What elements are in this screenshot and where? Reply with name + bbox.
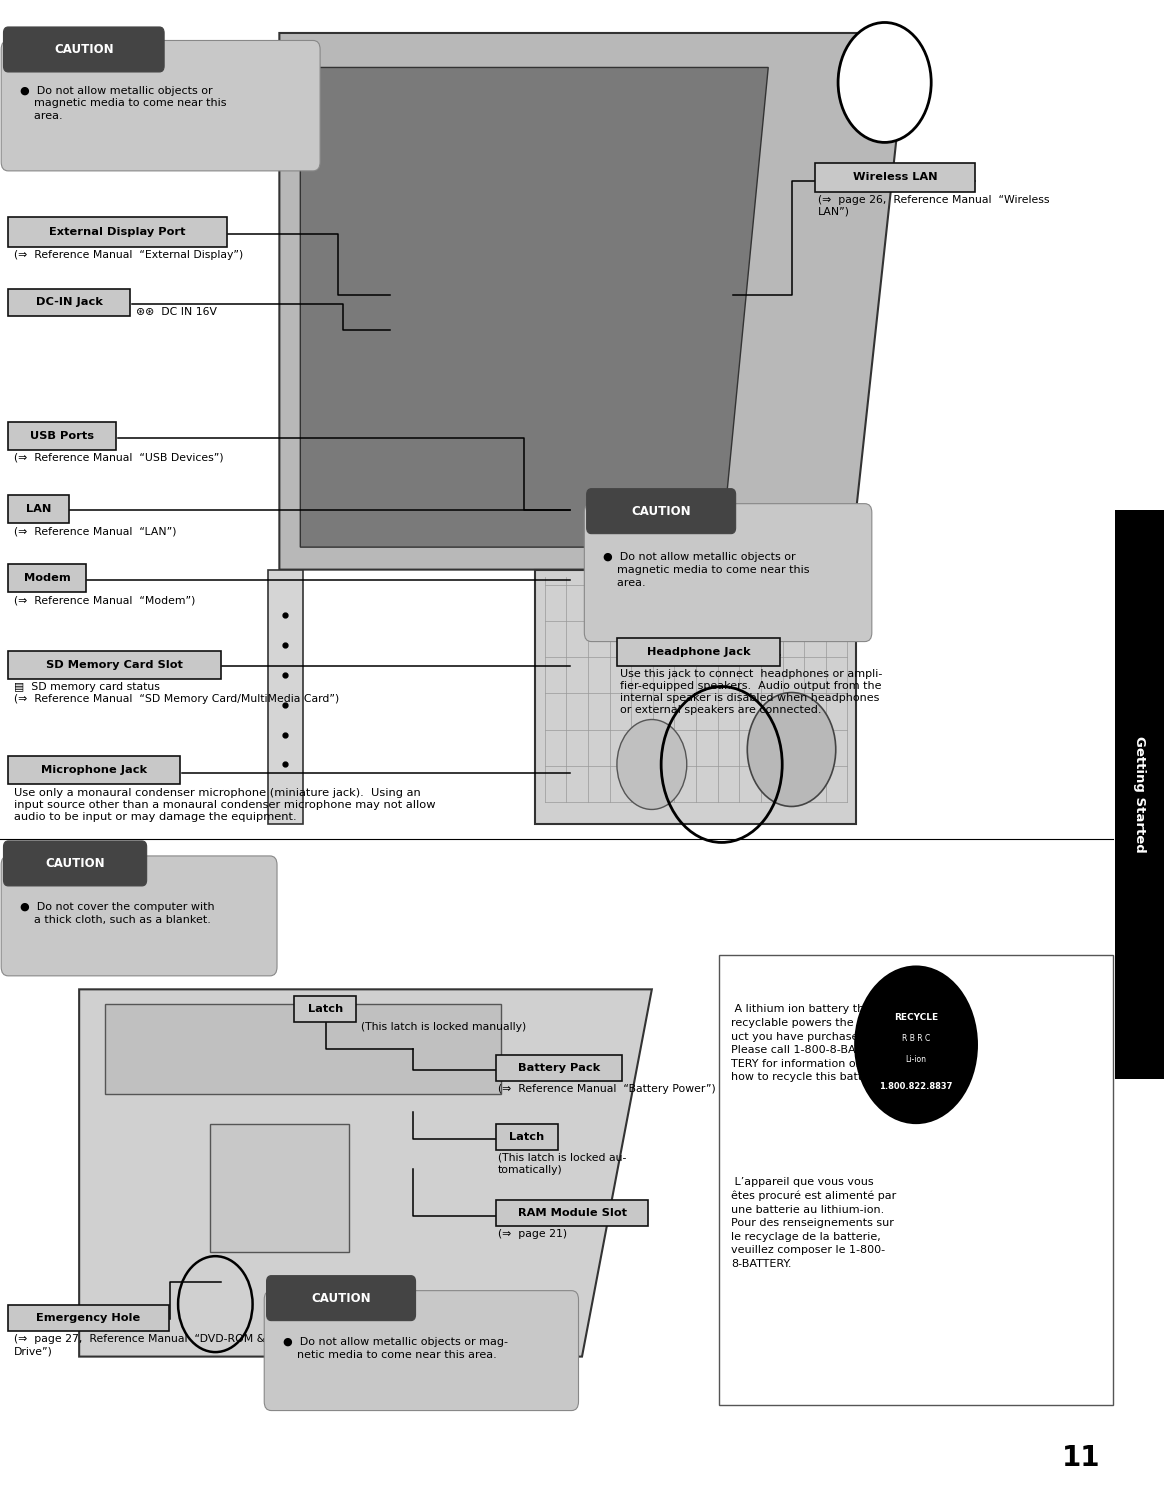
- Polygon shape: [300, 67, 768, 547]
- Text: R B R C: R B R C: [902, 1034, 930, 1043]
- FancyBboxPatch shape: [8, 1304, 169, 1331]
- FancyBboxPatch shape: [8, 757, 180, 784]
- Text: CAUTION: CAUTION: [54, 43, 114, 55]
- Text: Drive”): Drive”): [14, 1346, 52, 1357]
- Text: (This latch is locked au-: (This latch is locked au-: [498, 1153, 626, 1163]
- Polygon shape: [79, 989, 652, 1357]
- FancyBboxPatch shape: [105, 1004, 501, 1094]
- FancyBboxPatch shape: [8, 495, 69, 523]
- Text: Getting Started: Getting Started: [1133, 736, 1147, 853]
- FancyBboxPatch shape: [3, 841, 147, 886]
- Text: input source other than a monaural condenser microphone may not allow: input source other than a monaural conde…: [14, 800, 435, 811]
- Text: (⇒  Reference Manual  “LAN”): (⇒ Reference Manual “LAN”): [14, 526, 177, 537]
- Text: ●  Do not allow metallic objects or
    magnetic media to come near this
    are: ● Do not allow metallic objects or magne…: [603, 553, 809, 588]
- FancyBboxPatch shape: [294, 995, 356, 1022]
- Text: tomatically): tomatically): [498, 1165, 563, 1175]
- Text: ⊛⊛  DC IN 16V: ⊛⊛ DC IN 16V: [136, 307, 218, 318]
- Polygon shape: [279, 33, 908, 570]
- Text: Headphone Jack: Headphone Jack: [646, 646, 751, 657]
- FancyBboxPatch shape: [617, 639, 780, 666]
- Circle shape: [747, 693, 836, 806]
- Text: CAUTION: CAUTION: [45, 857, 105, 869]
- Polygon shape: [535, 570, 856, 824]
- Text: DC-IN Jack: DC-IN Jack: [36, 297, 102, 307]
- FancyBboxPatch shape: [8, 652, 221, 679]
- FancyBboxPatch shape: [1, 856, 277, 976]
- Text: L’appareil que vous vous
êtes procuré est alimenté par
une batterie au lithium-i: L’appareil que vous vous êtes procuré es…: [731, 1177, 896, 1270]
- Text: (This latch is locked manually): (This latch is locked manually): [361, 1022, 526, 1033]
- Text: Wireless LAN: Wireless LAN: [853, 172, 937, 183]
- Text: LAN: LAN: [26, 504, 51, 514]
- Text: Modem: Modem: [23, 573, 71, 583]
- FancyBboxPatch shape: [719, 955, 1113, 1405]
- Text: RECYCLE: RECYCLE: [894, 1013, 938, 1022]
- Text: ▤  SD memory card status: ▤ SD memory card status: [14, 682, 159, 693]
- Text: Use only a monaural condenser microphone (miniature jack).  Using an: Use only a monaural condenser microphone…: [14, 788, 420, 799]
- FancyBboxPatch shape: [268, 570, 303, 824]
- FancyBboxPatch shape: [1, 40, 320, 171]
- Text: ●  Do not cover the computer with
    a thick cloth, such as a blanket.: ● Do not cover the computer with a thick…: [20, 902, 214, 925]
- FancyBboxPatch shape: [210, 1124, 349, 1252]
- Text: A lithium ion battery that is
recyclable powers the prod-
uct you have purchased: A lithium ion battery that is recyclable…: [731, 1004, 888, 1082]
- Text: Li-ion: Li-ion: [906, 1055, 927, 1064]
- Text: audio to be input or may damage the equipment.: audio to be input or may damage the equi…: [14, 812, 297, 823]
- Text: Battery Pack: Battery Pack: [518, 1063, 599, 1073]
- Text: ●  Do not allow metallic objects or
    magnetic media to come near this
    are: ● Do not allow metallic objects or magne…: [20, 85, 226, 121]
- FancyBboxPatch shape: [496, 1199, 648, 1226]
- Circle shape: [856, 967, 977, 1123]
- Text: CAUTION: CAUTION: [631, 505, 691, 517]
- FancyBboxPatch shape: [264, 1291, 579, 1411]
- Circle shape: [617, 720, 687, 809]
- Text: (⇒  page 21): (⇒ page 21): [498, 1229, 567, 1240]
- Text: internal speaker is disabled when headphones: internal speaker is disabled when headph…: [620, 693, 880, 703]
- FancyBboxPatch shape: [3, 27, 164, 72]
- FancyBboxPatch shape: [587, 489, 736, 534]
- Text: (⇒  Reference Manual  “Battery Power”): (⇒ Reference Manual “Battery Power”): [498, 1084, 716, 1094]
- Text: 11: 11: [1062, 1444, 1100, 1472]
- FancyBboxPatch shape: [496, 1055, 622, 1081]
- FancyBboxPatch shape: [584, 504, 872, 642]
- Text: (⇒  Reference Manual  “SD Memory Card/MultiMedia Card”): (⇒ Reference Manual “SD Memory Card/Mult…: [14, 694, 339, 705]
- Text: (⇒  Reference Manual  “Modem”): (⇒ Reference Manual “Modem”): [14, 595, 196, 606]
- Text: (⇒  page 26,  Reference Manual  “Wireless: (⇒ page 26, Reference Manual “Wireless: [818, 195, 1050, 205]
- Text: ●  Do not allow metallic objects or mag-
    netic media to come near this area.: ● Do not allow metallic objects or mag- …: [283, 1337, 508, 1360]
- Text: CAUTION: CAUTION: [311, 1292, 371, 1304]
- Text: Use this jack to connect  headphones or ampli-: Use this jack to connect headphones or a…: [620, 669, 882, 679]
- FancyBboxPatch shape: [1115, 510, 1164, 1079]
- Text: (⇒  page 27,  Reference Manual  “DVD-ROM & CD-R/RW: (⇒ page 27, Reference Manual “DVD-ROM & …: [14, 1334, 318, 1345]
- Text: Emergency Hole: Emergency Hole: [36, 1313, 141, 1324]
- Text: RAM Module Slot: RAM Module Slot: [518, 1208, 626, 1219]
- Text: (⇒  Reference Manual  “External Display”): (⇒ Reference Manual “External Display”): [14, 250, 243, 261]
- FancyBboxPatch shape: [8, 565, 86, 592]
- Text: SD Memory Card Slot: SD Memory Card Slot: [47, 660, 183, 670]
- Text: Latch: Latch: [509, 1132, 545, 1142]
- FancyBboxPatch shape: [8, 289, 130, 316]
- Text: External Display Port: External Display Port: [49, 226, 186, 237]
- Text: (⇒  Reference Manual  “USB Devices”): (⇒ Reference Manual “USB Devices”): [14, 453, 223, 463]
- FancyBboxPatch shape: [815, 163, 975, 192]
- FancyBboxPatch shape: [8, 423, 116, 450]
- Text: LAN”): LAN”): [818, 207, 850, 217]
- Circle shape: [838, 22, 931, 142]
- Text: Microphone Jack: Microphone Jack: [41, 764, 148, 775]
- Text: Latch: Latch: [307, 1004, 343, 1015]
- Text: fier-equipped speakers.  Audio output from the: fier-equipped speakers. Audio output fro…: [620, 681, 882, 691]
- FancyBboxPatch shape: [267, 1276, 416, 1321]
- Text: USB Ports: USB Ports: [30, 430, 94, 441]
- FancyBboxPatch shape: [496, 1124, 558, 1150]
- Text: or external speakers are connected.: or external speakers are connected.: [620, 705, 822, 715]
- FancyBboxPatch shape: [8, 217, 227, 246]
- Text: 1.800.822.8837: 1.800.822.8837: [879, 1082, 953, 1091]
